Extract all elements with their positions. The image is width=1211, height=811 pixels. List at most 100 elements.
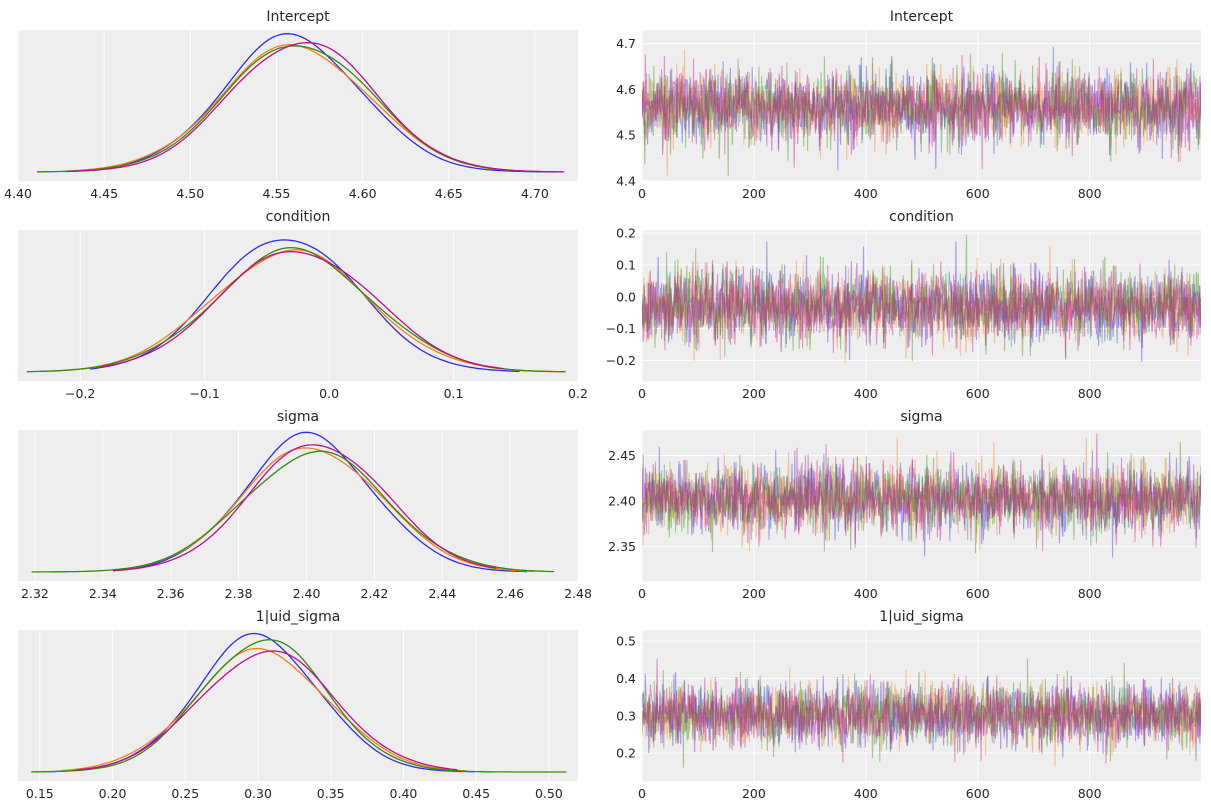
kde-title: Intercept	[266, 9, 330, 25]
trace-plot-area	[642, 30, 1201, 181]
kde-xtick-label: 0.2	[568, 386, 588, 401]
kde-xtick-label: 2.34	[89, 586, 117, 601]
trace-line-chain-3	[642, 658, 1201, 764]
kde-xtick-label: 0.40	[390, 786, 418, 801]
trace-panel-0: 0 200 400 600 800 4.4 4.5 4.6 4.7 Intercept	[616, 9, 1201, 201]
trace-xtick-label: 400	[854, 586, 878, 601]
trace-xtick-label: 600	[966, 186, 990, 201]
trace-ytick-label: 4.4	[616, 174, 636, 189]
trace-title: Intercept	[890, 9, 954, 25]
trace-title: condition	[889, 209, 954, 225]
kde-title: condition	[266, 209, 331, 225]
trace-ytick-label: 2.35	[608, 539, 636, 554]
trace-title: sigma	[900, 409, 942, 425]
kde-line-chain-2	[31, 450, 555, 573]
kde-xtick-label: 0.20	[99, 786, 127, 801]
kde-plot-area	[18, 430, 578, 581]
kde-panel-2: 2.32 2.34 2.36 2.38 2.40 2.42 2.44 2.46 2.48 sigm…	[18, 409, 592, 601]
kde-xtick-label: 0.30	[244, 786, 272, 801]
trace-xtick-label: 400	[854, 786, 878, 801]
trace-xtick-label: 200	[742, 186, 766, 201]
kde-xtick-label: 2.40	[293, 586, 321, 601]
trace-xtick-label: 200	[742, 386, 766, 401]
trace-ytick-label: 2.40	[608, 493, 636, 508]
trace-line-chain-0	[642, 671, 1201, 761]
trace-xtick-label: 600	[966, 786, 990, 801]
trace-ytick-label: 0.4	[616, 671, 636, 686]
kde-xtick-label: 0.45	[462, 786, 490, 801]
trace-line-chain-1	[642, 437, 1201, 552]
trace-xtick-label: 800	[1078, 386, 1102, 401]
trace-line-chain-3	[642, 433, 1201, 552]
trace-ytick-label: 0.2	[616, 226, 636, 241]
kde-line-chain-3	[66, 42, 565, 173]
trace-line-chain-2	[642, 234, 1201, 362]
kde-xtick-label: 2.48	[564, 586, 592, 601]
trace-xtick-label: 200	[742, 586, 766, 601]
kde-xtick-label: 4.45	[90, 186, 118, 201]
trace-line-chain-2	[642, 441, 1201, 554]
trace-panel-2: 0 200 400 600 800 2.35 2.40 2.45 sigma	[608, 409, 1201, 601]
kde-xtick-label: 0.50	[535, 786, 563, 801]
trace-line-chain-3	[642, 54, 1201, 169]
kde-xtick-label: 0.35	[317, 786, 345, 801]
trace-line-chain-1	[642, 49, 1201, 177]
kde-plot-area	[18, 630, 578, 781]
kde-line-chain-3	[101, 251, 504, 370]
kde-xtick-label: 4.65	[435, 186, 463, 201]
trace-ytick-label: −0.2	[606, 353, 636, 368]
trace-ytick-label: 0.2	[616, 746, 636, 761]
trace-line-chain-0	[642, 446, 1201, 558]
trace-xtick-label: 600	[966, 386, 990, 401]
kde-xtick-label: 4.60	[349, 186, 377, 201]
trace-xtick-label: 800	[1078, 186, 1102, 201]
kde-line-chain-1	[61, 647, 468, 772]
trace-line-chain-0	[642, 241, 1201, 362]
kde-title: sigma	[277, 409, 319, 425]
trace-xtick-label: 400	[854, 386, 878, 401]
trace-line-chain-2	[642, 658, 1201, 768]
kde-xtick-label: 4.70	[521, 186, 549, 201]
kde-xtick-label: −0.2	[65, 386, 95, 401]
kde-xtick-label: 2.44	[428, 586, 456, 601]
kde-xtick-label: 2.46	[496, 586, 524, 601]
kde-xtick-label: 0.0	[319, 386, 339, 401]
trace-ytick-label: −0.1	[606, 321, 636, 336]
trace-ytick-label: 2.45	[608, 448, 636, 463]
trace-line-chain-1	[642, 667, 1201, 767]
trace-title: 1|uid_sigma	[879, 609, 964, 625]
kde-panel-0: 4.40 4.45 4.50 4.55 4.60 4.65 4.70 Intercept	[4, 9, 578, 201]
kde-xtick-label: 2.32	[21, 586, 49, 601]
kde-xtick-label: 4.40	[4, 186, 32, 201]
trace-line-chain-2	[642, 52, 1201, 176]
kde-xtick-label: 0.1	[444, 386, 464, 401]
trace-ytick-label: 0.3	[616, 708, 636, 723]
trace-panel-1: 0 200 400 600 800 −0.2 −0.1 0.0 0.1 0.2 condition	[606, 209, 1201, 401]
kde-line-chain-3	[112, 444, 497, 572]
trace-xtick-label: 800	[1078, 586, 1102, 601]
kde-panel-3: 0.15 0.20 0.25 0.30 0.35 0.40 0.45 0.50 1|uid_si…	[18, 609, 578, 801]
kde-title: 1|uid_sigma	[256, 609, 341, 625]
trace-xtick-label: 0	[638, 186, 646, 201]
kde-xtick-label: 0.25	[171, 786, 199, 801]
trace-xtick-label: 600	[966, 586, 990, 601]
trace-ytick-label: 4.5	[616, 128, 636, 143]
trace-panel-3: 0 200 400 600 800 0.2 0.3 0.4 0.5 1|uid_sigma	[616, 609, 1201, 801]
trace-ytick-label: 4.7	[616, 36, 636, 51]
kde-plot-area	[18, 230, 578, 381]
trace-line-chain-0	[642, 46, 1201, 171]
kde-line-chain-1	[129, 447, 534, 572]
trace-plot-area	[642, 230, 1201, 381]
trace-ytick-label: 4.6	[616, 82, 636, 97]
trace-ytick-label: 0.1	[616, 257, 636, 272]
trace-line-chain-3	[642, 259, 1201, 360]
trace-ytick-label: 0.5	[616, 634, 636, 649]
kde-xtick-label: 0.15	[26, 786, 54, 801]
trace-xtick-label: 800	[1078, 786, 1102, 801]
trace-xtick-label: 200	[742, 786, 766, 801]
kde-line-chain-0	[62, 33, 556, 173]
trace-ytick-label: 0.0	[616, 289, 636, 304]
trace-plot-area	[642, 630, 1201, 781]
trace-xtick-label: 0	[638, 786, 646, 801]
